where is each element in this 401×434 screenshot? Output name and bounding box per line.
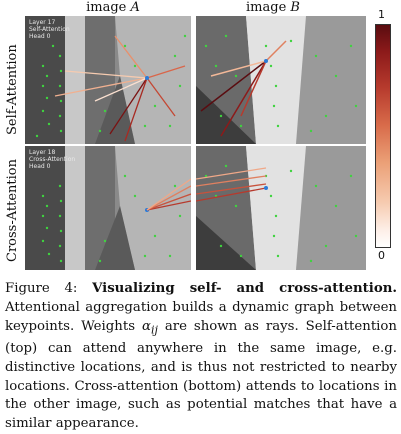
overlay-text-cross-a: Layer 18 Cross-Attention Head 0 (29, 149, 76, 170)
row-header-cross-attention: Cross-Attention (5, 159, 20, 262)
colorbar-max-label: 1 (378, 8, 385, 21)
row-header-self-attention: Self-Attention (5, 44, 20, 135)
overlay-text-self-a: Layer 17 Self-Attention Head 0 (29, 19, 70, 40)
image-cross-a-graphic (25, 146, 191, 270)
image-self-b-graphic (196, 16, 366, 144)
caption-text-2: are shown as rays. Self-attention (top) … (5, 318, 397, 432)
column-header-image-a: image A (86, 0, 140, 15)
caption-weight-symbol: α (141, 318, 151, 334)
column-header-image-b: image B (246, 0, 300, 15)
caption-weight-subscript: ij (150, 323, 158, 337)
caption-title: Visualizing self- and cross-attention. (92, 281, 398, 296)
panel-cross-attention-image-a: Layer 18 Cross-Attention Head 0 (25, 146, 191, 270)
panel-self-attention-image-a: Layer 17 Self-Attention Head 0 (25, 16, 191, 144)
panel-cross-attention-image-b (196, 146, 366, 270)
colorbar-min-label: 0 (378, 249, 385, 262)
image-self-a-graphic (25, 16, 191, 144)
attention-colorbar (375, 24, 391, 248)
panel-self-attention-image-b (196, 16, 366, 144)
caption-text-1: Attentional aggregation builds a dynamic… (5, 299, 397, 334)
figure-caption: Figure 4: Visualizing self- and cross-at… (5, 280, 397, 434)
caption-label: Figure 4: (5, 281, 78, 296)
image-cross-b-graphic (196, 146, 366, 270)
